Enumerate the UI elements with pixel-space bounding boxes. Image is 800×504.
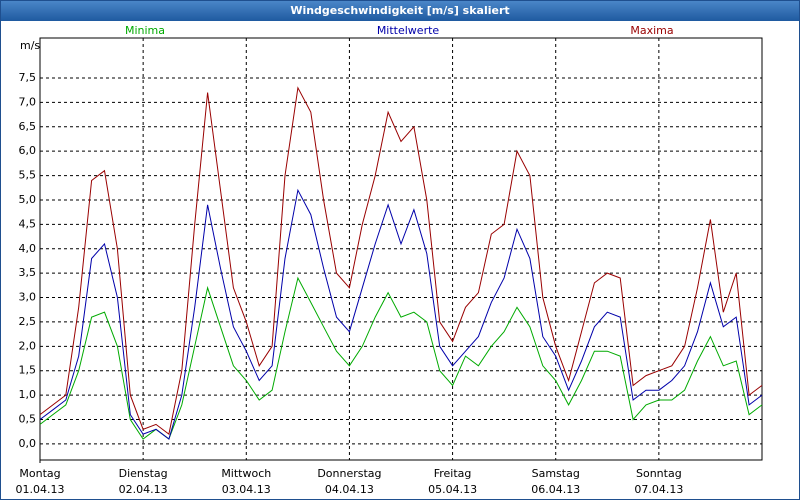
y-tick-label: 4,5 xyxy=(19,217,37,230)
x-tick-label: Sonntag xyxy=(636,467,682,480)
y-tick-label: 5,0 xyxy=(19,193,37,206)
x-tick-label: Montag xyxy=(19,467,60,480)
y-tick-label: 5,5 xyxy=(19,169,37,182)
x-tick-sublabel: 06.04.13 xyxy=(531,483,580,496)
y-tick-label: 2,5 xyxy=(19,315,37,328)
x-tick-sublabel: 02.04.13 xyxy=(119,483,168,496)
chart-title: Windgeschwindigkeit [m/s] skaliert xyxy=(290,4,509,17)
x-tick-label: Dienstag xyxy=(119,467,168,480)
legend-label: Mittelwerte xyxy=(377,24,440,37)
y-axis-label: m/s xyxy=(20,39,40,52)
y-tick-label: 3,0 xyxy=(19,291,37,304)
y-tick-label: 6,5 xyxy=(19,120,37,133)
y-tick-label: 7,5 xyxy=(19,71,37,84)
y-tick-label: 6,0 xyxy=(19,144,37,157)
y-tick-label: 1,0 xyxy=(19,388,37,401)
y-tick-label: 7,0 xyxy=(19,95,37,108)
x-tick-sublabel: 05.04.13 xyxy=(428,483,477,496)
y-tick-label: 3,5 xyxy=(19,266,37,279)
x-tick-sublabel: 04.04.13 xyxy=(325,483,374,496)
y-tick-label: 4,0 xyxy=(19,242,37,255)
y-tick-label: 0,5 xyxy=(19,413,37,426)
x-tick-sublabel: 03.04.13 xyxy=(222,483,271,496)
y-tick-label: 0,0 xyxy=(19,437,37,450)
x-tick-label: Samstag xyxy=(532,467,580,480)
legend-label: Minima xyxy=(125,24,165,37)
y-tick-label: 1,5 xyxy=(19,364,37,377)
x-tick-sublabel: 01.04.13 xyxy=(16,483,65,496)
series-line xyxy=(39,86,763,435)
x-tick-label: Freitag xyxy=(434,467,472,480)
x-tick-sublabel: 07.04.13 xyxy=(634,483,683,496)
x-tick-label: Donnerstag xyxy=(317,467,381,480)
plot-frame xyxy=(39,37,763,461)
x-tick-label: Mittwoch xyxy=(221,467,271,480)
series-line xyxy=(39,188,763,440)
title-bar xyxy=(1,1,799,21)
y-tick-label: 2,0 xyxy=(19,339,37,352)
legend-label: Maxima xyxy=(630,24,673,37)
